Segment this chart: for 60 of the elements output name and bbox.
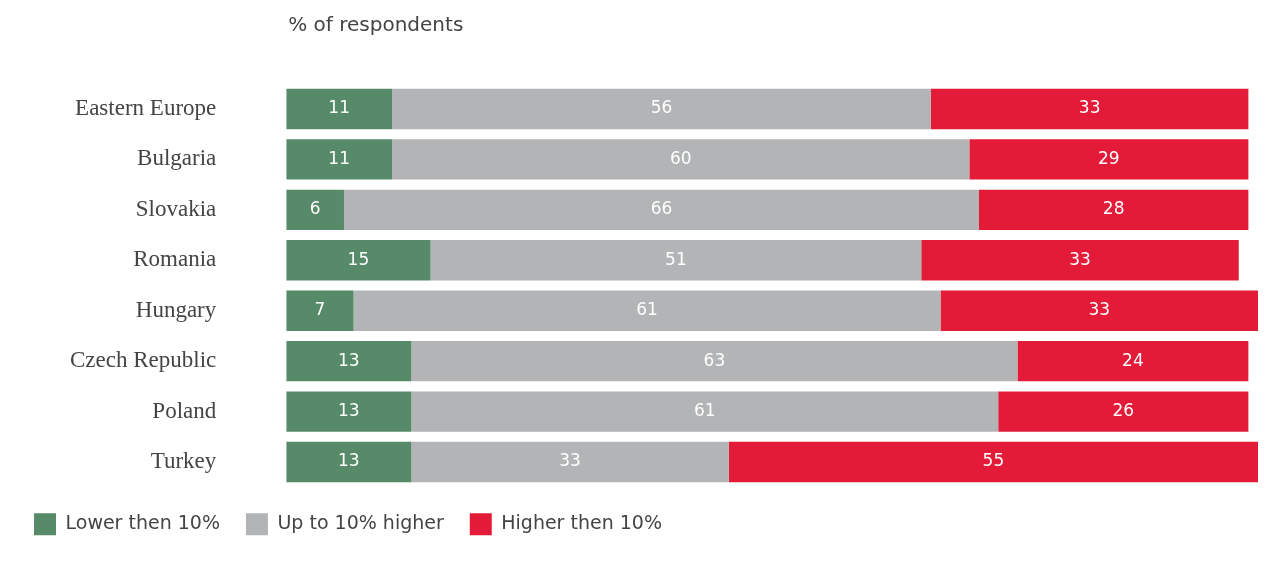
bar	[286, 139, 393, 180]
data-label: 11	[328, 147, 350, 168]
bar	[998, 391, 1249, 432]
data-label: 28	[1102, 198, 1125, 219]
bar	[1017, 340, 1249, 382]
data-label: 33	[559, 450, 581, 471]
bar	[940, 290, 1258, 331]
data-label: 55	[982, 450, 1005, 471]
data-label: 61	[693, 399, 716, 420]
data-label: 29	[1098, 147, 1120, 168]
bar	[411, 441, 729, 483]
data-label: 60	[669, 147, 692, 168]
y-tick-label: Czech Republic	[69, 347, 217, 373]
y-tick-label: Eastern Europe	[75, 95, 217, 121]
bar	[286, 189, 344, 231]
bar	[930, 88, 1249, 130]
legend-label: Higher then 10%	[501, 511, 662, 534]
y-tick-label: Turkey	[150, 448, 217, 474]
data-label: 33	[1078, 97, 1101, 118]
y-tick-label: Poland	[152, 397, 217, 423]
legend-label: Up to 10% higher	[277, 511, 444, 534]
data-label: 7	[314, 299, 326, 320]
data-label: 11	[328, 97, 350, 118]
bar	[286, 88, 393, 130]
bar	[343, 189, 979, 231]
data-label: 33	[1069, 248, 1091, 269]
data-label: 13	[337, 349, 360, 370]
bar	[286, 290, 354, 331]
data-label: 13	[337, 399, 360, 420]
data-label: 15	[347, 248, 370, 269]
data-label: 26	[1112, 399, 1135, 420]
bar	[286, 441, 412, 483]
bar	[921, 240, 1239, 281]
bar	[286, 240, 431, 281]
data-label: 63	[703, 349, 726, 370]
y-tick-label: Bulgaria	[137, 145, 217, 171]
bar	[430, 240, 922, 281]
data-label: 13	[337, 450, 360, 471]
y-tick-label: Slovakia	[135, 195, 217, 221]
bar	[411, 391, 999, 432]
bar	[392, 88, 931, 130]
bar	[286, 340, 412, 382]
y-tick-label: Hungary	[135, 296, 217, 322]
bar	[411, 340, 1018, 382]
chart-title: % of respondents	[288, 12, 464, 37]
data-label: 61	[636, 299, 658, 320]
legend-label: Lower then 10%	[65, 511, 220, 534]
data-label: 56	[650, 97, 673, 118]
data-label: 33	[1088, 299, 1111, 320]
bar	[353, 290, 941, 331]
data-label: 24	[1122, 349, 1144, 370]
data-label: 51	[665, 248, 687, 269]
data-label: 6	[309, 198, 321, 219]
y-tick-label: Romania	[133, 246, 217, 272]
bar	[286, 391, 412, 432]
bar	[978, 189, 1249, 231]
bar	[969, 139, 1249, 180]
data-label: 66	[650, 198, 673, 219]
bar	[728, 441, 1258, 483]
bar	[392, 139, 970, 180]
